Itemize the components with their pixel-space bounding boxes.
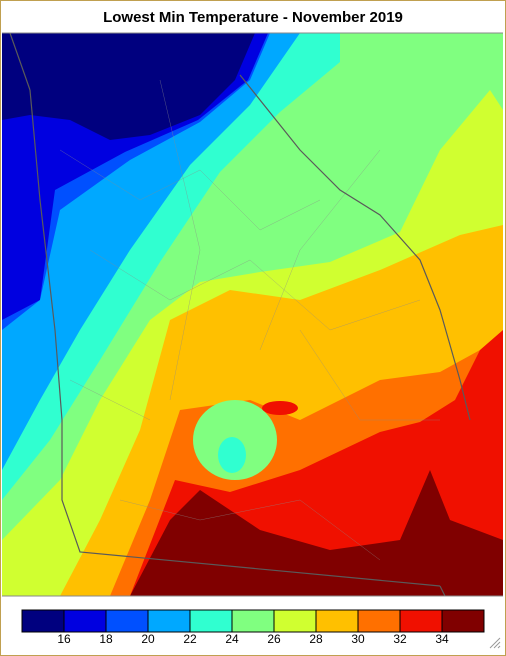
legend-swatch (189, 609, 233, 633)
state-border (239, 74, 471, 421)
legend-swatch (441, 609, 485, 633)
color-legend: 16 18 20 22 24 26 28 30 32 34 (21, 609, 485, 646)
legend-tick-label: 18 (99, 632, 113, 646)
state-border (9, 33, 446, 596)
temp-zone (2, 33, 255, 140)
legend-tick-label: 20 (141, 632, 155, 646)
legend-swatch (105, 609, 149, 633)
legend-swatch (357, 609, 401, 633)
temp-zone (262, 401, 298, 415)
resize-grip (489, 637, 501, 649)
legend-tick-label: 26 (267, 632, 281, 646)
legend-tick-label: 32 (393, 632, 407, 646)
temperature-map (2, 33, 503, 596)
legend-tick-label: 16 (57, 632, 71, 646)
legend-swatch (231, 609, 275, 633)
legend-tick-label: 24 (225, 632, 239, 646)
temp-zone (130, 470, 503, 596)
legend-tick-label: 34 (435, 632, 449, 646)
state-border (29, 89, 441, 587)
legend-swatch (273, 609, 317, 633)
county-lines (59, 79, 440, 561)
legend-tick-label: 28 (309, 632, 323, 646)
legend-swatch (21, 609, 65, 633)
legend-tick-label: 22 (183, 632, 197, 646)
legend-swatch (147, 609, 191, 633)
map-title: Lowest Min Temperature - November 2019 (103, 9, 403, 26)
legend-tick-label: 30 (351, 632, 365, 646)
legend-swatch (399, 609, 443, 633)
legend-swatch (315, 609, 359, 633)
temp-zone (218, 437, 246, 473)
legend-swatch (63, 609, 107, 633)
